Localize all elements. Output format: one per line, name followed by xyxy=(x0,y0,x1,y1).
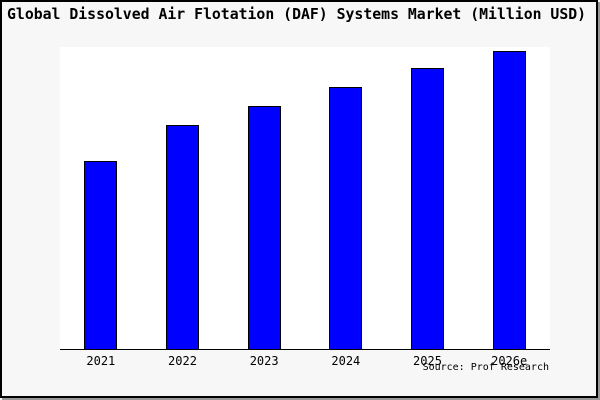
chart-title: Global Dissolved Air Flotation (DAF) Sys… xyxy=(7,6,587,23)
bar-2021 xyxy=(84,161,118,350)
bar-2023 xyxy=(247,105,281,350)
source-credit: Source: Prof Research xyxy=(422,362,549,373)
bar-2024 xyxy=(329,86,363,350)
x-axis-label-2022: 2022 xyxy=(168,354,197,368)
x-axis-label-2021: 2021 xyxy=(86,354,116,368)
frame-shadow-bottom xyxy=(2,398,600,400)
x-axis-label-2026e: 2026e xyxy=(491,354,528,368)
bar-2026e xyxy=(492,50,526,350)
x-axis-line xyxy=(60,348,550,350)
frame-shadow-right xyxy=(598,2,600,400)
bar-2025 xyxy=(411,68,444,350)
bar-2022 xyxy=(166,124,199,350)
x-axis-label-2024: 2024 xyxy=(331,354,361,368)
x-axis-label-2025: 2025 xyxy=(413,354,442,368)
plot-area xyxy=(60,47,550,350)
x-axis-label-2023: 2023 xyxy=(249,354,279,368)
